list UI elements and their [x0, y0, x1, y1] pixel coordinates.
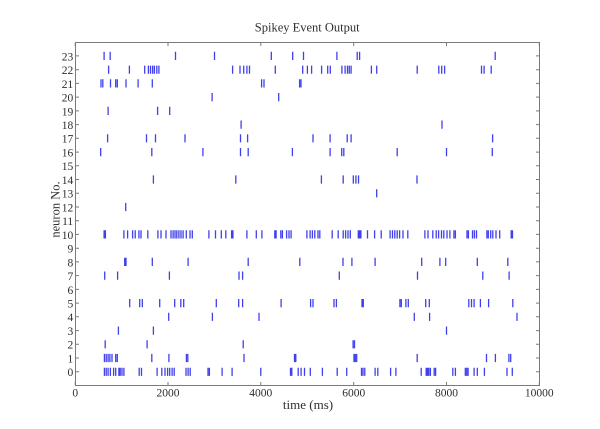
svg-text:4: 4 [67, 312, 73, 324]
svg-text:23: 23 [62, 51, 74, 63]
svg-text:14: 14 [62, 175, 74, 187]
svg-text:4000: 4000 [249, 388, 272, 400]
svg-text:10: 10 [62, 230, 74, 242]
svg-text:6000: 6000 [342, 388, 365, 400]
svg-text:13: 13 [62, 189, 74, 201]
svg-text:17: 17 [62, 134, 74, 146]
svg-text:16: 16 [62, 148, 74, 160]
svg-text:8: 8 [67, 257, 73, 269]
svg-text:time (ms): time (ms) [283, 397, 333, 412]
svg-text:7: 7 [67, 271, 73, 283]
svg-text:2: 2 [67, 340, 73, 352]
svg-text:9: 9 [67, 244, 73, 256]
svg-text:22: 22 [62, 65, 74, 77]
svg-text:10000: 10000 [525, 388, 554, 400]
svg-text:neuron No.: neuron No. [49, 181, 63, 237]
svg-text:8000: 8000 [435, 388, 458, 400]
svg-text:2000: 2000 [157, 388, 180, 400]
svg-text:0: 0 [67, 367, 73, 379]
svg-text:1: 1 [67, 353, 73, 365]
svg-text:5: 5 [67, 299, 73, 311]
svg-text:20: 20 [62, 93, 74, 105]
svg-text:21: 21 [62, 79, 74, 91]
svg-text:Spikey Event Output: Spikey Event Output [255, 21, 360, 35]
svg-text:12: 12 [62, 202, 74, 214]
svg-text:15: 15 [62, 161, 74, 173]
svg-text:11: 11 [62, 216, 73, 228]
svg-text:6: 6 [67, 285, 73, 297]
svg-text:18: 18 [62, 120, 74, 132]
svg-text:0: 0 [72, 388, 78, 400]
svg-text:19: 19 [62, 106, 74, 118]
svg-text:3: 3 [67, 326, 73, 338]
